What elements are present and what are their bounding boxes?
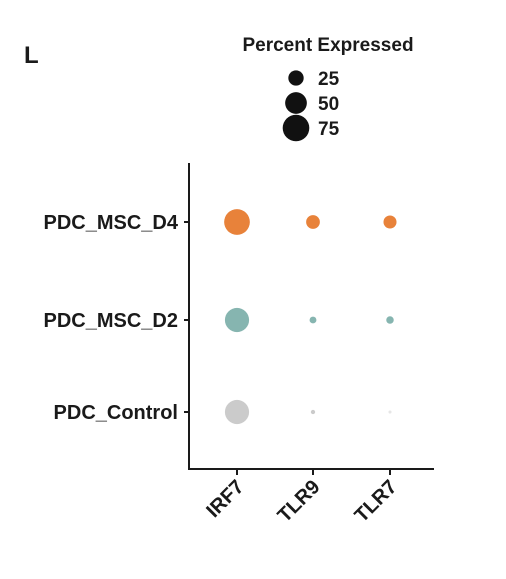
panel-letter: L xyxy=(24,42,39,69)
data-point xyxy=(388,410,392,414)
y-tick-label: PDC_MSC_D4 xyxy=(44,212,179,234)
size-legend-dot xyxy=(282,114,310,142)
size-legend-label: 50 xyxy=(318,94,339,115)
data-point xyxy=(310,409,316,415)
data-point xyxy=(224,307,250,333)
x-tick-label: IRF7 xyxy=(202,476,248,522)
size-legend-title: Percent Expressed xyxy=(242,35,413,56)
y-tick-label: PDC_Control xyxy=(54,402,178,424)
size-legend: 25 50 75 xyxy=(282,69,340,142)
size-legend-dot xyxy=(288,70,304,86)
data-point xyxy=(386,316,394,324)
y-axis: PDC_MSC_D4 PDC_MSC_D2 PDC_Control xyxy=(44,212,189,424)
size-legend-label: 25 xyxy=(318,69,340,90)
size-legend-dot xyxy=(285,92,307,114)
x-axis: IRF7 TLR9 TLR7 xyxy=(202,469,402,527)
data-point xyxy=(224,209,250,235)
plot-area xyxy=(224,209,397,425)
y-tick-label: PDC_MSC_D2 xyxy=(44,310,178,332)
data-point xyxy=(306,215,320,229)
data-point xyxy=(224,399,250,425)
x-tick-label: TLR9 xyxy=(274,476,325,527)
data-point xyxy=(309,316,317,324)
data-point xyxy=(383,215,397,229)
x-tick-label: TLR7 xyxy=(351,476,402,527)
size-legend-label: 75 xyxy=(318,119,340,140)
